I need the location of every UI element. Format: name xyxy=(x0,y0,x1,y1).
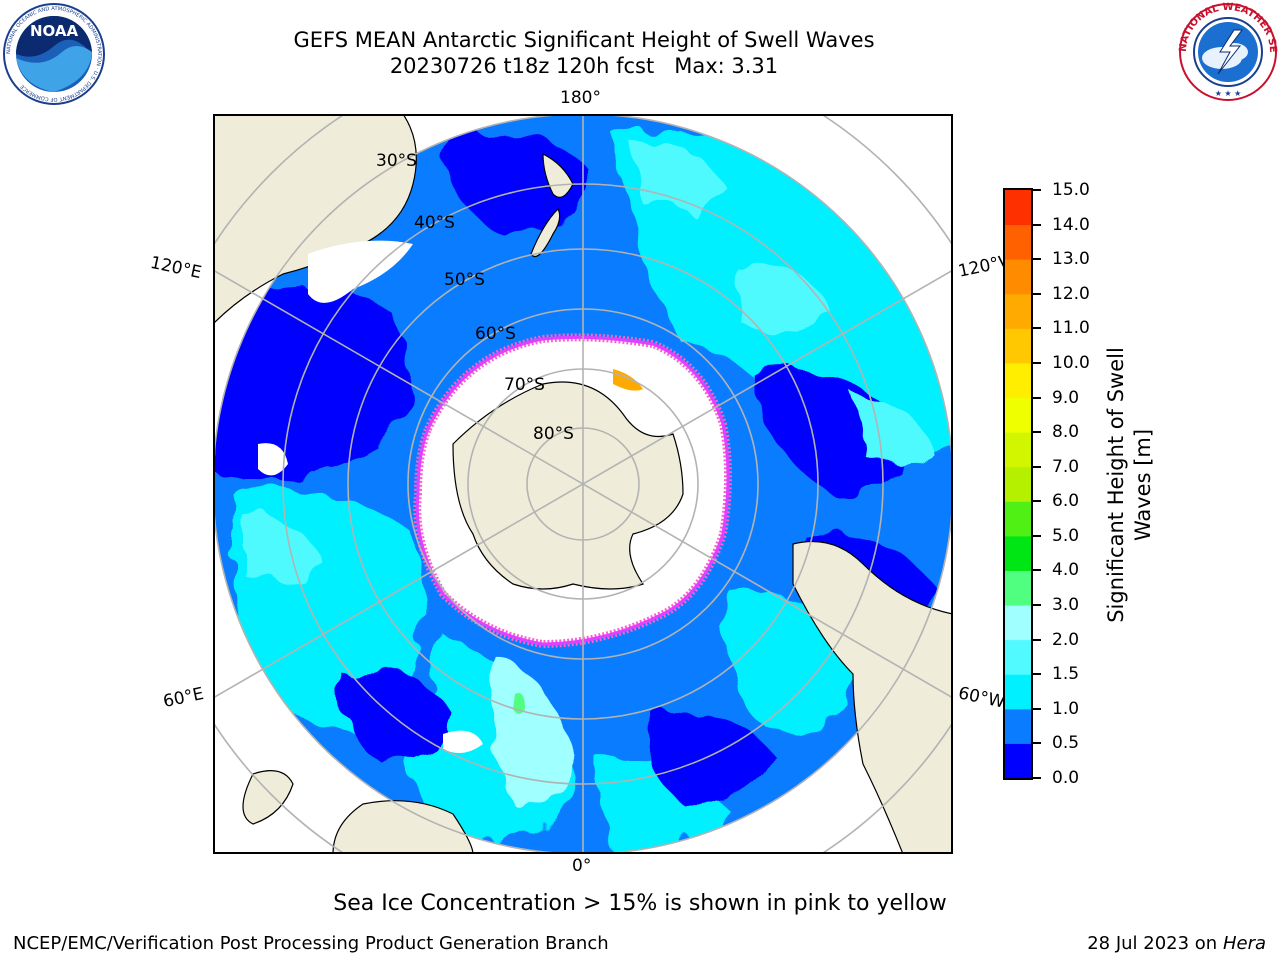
footer-date: 28 Jul 2023 on Hera xyxy=(1087,933,1266,954)
svg-text:★ ★ ★: ★ ★ ★ xyxy=(1215,89,1242,98)
colorbar-segment xyxy=(1005,605,1031,641)
colorbar-tick-label: 4.0 xyxy=(1052,560,1080,581)
colorbar-segment xyxy=(1005,224,1031,260)
lat-label-60s: 60°S xyxy=(475,324,516,344)
colorbar-segment xyxy=(1005,397,1031,433)
colorbar-tick-label: 0.5 xyxy=(1052,733,1080,754)
colorbar-tick-label: 7.0 xyxy=(1052,456,1080,477)
sea-ice-note: Sea Ice Concentration > 15% is shown in … xyxy=(333,891,947,916)
chart-subtitle: 20230726 t18z 120h fcst Max: 3.31 xyxy=(389,54,779,78)
colorbar-segment xyxy=(1005,570,1031,606)
colorbar-segment xyxy=(1005,259,1031,295)
footer-credit: NCEP/EMC/Verification Post Processing Pr… xyxy=(13,933,609,954)
colorbar-tick-mark xyxy=(1033,777,1041,779)
colorbar-tick-label: 13.0 xyxy=(1052,249,1090,270)
colorbar-tick-mark xyxy=(1033,534,1041,537)
colorbar-tick-label: 10.0 xyxy=(1052,352,1090,373)
noaa-logo: NOAA NATIONAL OCEANIC AND ATMOSPHERIC AD… xyxy=(2,0,106,112)
colorbar-tick-label: 8.0 xyxy=(1052,422,1080,443)
colorbar-tick-mark xyxy=(1033,569,1041,572)
lat-label-40s: 40°S xyxy=(414,213,455,233)
colorbar-segment xyxy=(1005,432,1031,468)
colorbar-segment xyxy=(1005,743,1031,778)
lon-label-60w: 60°W xyxy=(956,683,1007,713)
colorbar-segment xyxy=(1005,362,1031,399)
colorbar-segment xyxy=(1005,535,1031,571)
colorbar-tick-mark xyxy=(1033,327,1041,330)
colorbar-label: Significant Height of Swell Waves [m] xyxy=(1104,347,1155,623)
colorbar-tick-label: 9.0 xyxy=(1052,387,1080,408)
lon-label-60e: 60°E xyxy=(161,683,206,713)
colorbar-tick-mark xyxy=(1033,258,1041,261)
colorbar-tick-mark xyxy=(1033,431,1041,434)
lat-label-70s: 70°S xyxy=(504,375,545,395)
lon-label-0: 0° xyxy=(572,856,592,876)
colorbar-tick-mark xyxy=(1033,292,1041,295)
nws-logo: NATIONAL WEATHER SERVICE ★ ★ ★ xyxy=(1172,0,1280,108)
colorbar xyxy=(1003,188,1033,780)
colorbar-tick-label: 1.0 xyxy=(1052,698,1080,719)
colorbar-segment xyxy=(1005,501,1031,537)
colorbar-segment xyxy=(1005,293,1031,329)
lat-label-80s: 80°S xyxy=(533,424,574,444)
colorbar-tick-mark xyxy=(1033,742,1041,745)
lon-label-120e: 120°E xyxy=(148,252,204,284)
colorbar-tick-mark xyxy=(1033,465,1041,468)
colorbar-tick-label: 1.5 xyxy=(1052,664,1080,685)
colorbar-segment xyxy=(1005,328,1031,364)
colorbar-segment xyxy=(1005,674,1031,710)
lon-label-180: 180° xyxy=(560,88,601,108)
footer-host: Hera xyxy=(1222,933,1266,954)
colorbar-tick-label: 2.0 xyxy=(1052,629,1080,650)
colorbar-tick-mark xyxy=(1033,604,1041,607)
colorbar-tick-mark xyxy=(1033,396,1041,399)
colorbar-tick-mark xyxy=(1033,673,1041,676)
colorbar-tick-label: 3.0 xyxy=(1052,595,1080,616)
chart-title: GEFS MEAN Antarctic Significant Height o… xyxy=(293,28,875,52)
colorbar-segment xyxy=(1005,190,1031,226)
colorbar-segment xyxy=(1005,639,1031,675)
colorbar-tick-mark xyxy=(1033,361,1041,364)
colorbar-tick-label: 15.0 xyxy=(1052,180,1090,200)
colorbar-tick-label: 0.0 xyxy=(1052,768,1080,788)
colorbar-tick-mark xyxy=(1033,189,1041,191)
noaa-logo-text: NOAA xyxy=(30,22,79,40)
colorbar-tick-label: 6.0 xyxy=(1052,491,1080,512)
colorbar-tick-mark xyxy=(1033,707,1041,710)
colorbar-tick-label: 5.0 xyxy=(1052,525,1080,546)
colorbar-tick-label: 12.0 xyxy=(1052,283,1090,304)
lat-label-50s: 50°S xyxy=(444,270,485,290)
footer-date-text: 28 Jul 2023 on xyxy=(1087,933,1223,954)
colorbar-segment xyxy=(1005,466,1031,502)
colorbar-tick-label: 11.0 xyxy=(1052,318,1090,339)
colorbar-segment xyxy=(1005,708,1031,744)
polar-map xyxy=(213,114,953,854)
lat-label-30s: 30°S xyxy=(376,151,417,171)
colorbar-tick-mark xyxy=(1033,223,1041,226)
graticule xyxy=(215,116,951,852)
colorbar-tick-mark xyxy=(1033,500,1041,503)
colorbar-tick-label: 14.0 xyxy=(1052,214,1090,235)
colorbar-tick-mark xyxy=(1033,638,1041,641)
